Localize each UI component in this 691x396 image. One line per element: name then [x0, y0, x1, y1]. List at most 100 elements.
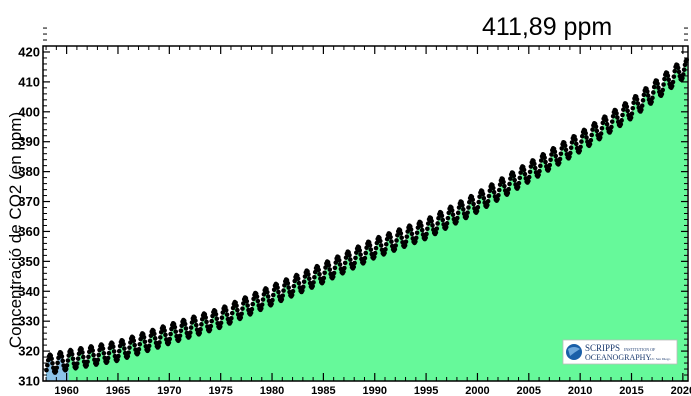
data-point: [178, 328, 184, 334]
data-point: [223, 308, 229, 313]
data-point: [639, 103, 645, 109]
data-point: [476, 199, 482, 205]
data-point: [408, 227, 414, 232]
data-point: [60, 358, 66, 364]
data-point: [600, 120, 606, 126]
y-tick-label: 350: [18, 254, 40, 269]
data-point: [455, 210, 461, 216]
logo-line2: OCEANOGRAPHY: [585, 353, 651, 362]
data-point: [495, 196, 500, 202]
data-point: [240, 306, 245, 311]
data-point: [363, 250, 369, 256]
data-point: [331, 270, 337, 276]
data-point: [456, 205, 462, 210]
data-point: [333, 260, 339, 265]
data-point: [204, 319, 209, 325]
data-point: [291, 283, 297, 289]
data-point: [372, 250, 378, 256]
data-point: [234, 303, 239, 309]
data-point: [659, 91, 665, 97]
data-point: [631, 100, 636, 106]
data-point: [148, 333, 154, 339]
data-point: [117, 343, 123, 349]
data-point: [347, 252, 352, 258]
data-point: [310, 283, 315, 289]
data-point: [229, 310, 235, 316]
data-point: [193, 322, 199, 328]
data-point: [45, 357, 51, 363]
data-point: [394, 238, 399, 243]
data-point: [430, 223, 435, 228]
data-point: [629, 111, 635, 116]
x-tick-label: 1975: [208, 385, 232, 396]
data-point: [158, 330, 164, 335]
data-point: [70, 356, 76, 362]
data-point: [665, 73, 671, 79]
data-point: [419, 227, 425, 233]
data-point: [147, 338, 153, 344]
data-point: [568, 150, 573, 156]
data-point: [330, 274, 336, 280]
data-point: [409, 231, 415, 237]
data-point: [187, 330, 193, 335]
data-point: [64, 363, 70, 368]
data-point: [357, 248, 363, 253]
data-point: [548, 157, 553, 163]
x-tick-label: 1965: [106, 385, 130, 396]
data-point: [624, 104, 630, 110]
data-point: [142, 339, 148, 345]
data-point: [556, 160, 562, 166]
data-point: [122, 346, 127, 351]
x-tick-label: 2015: [619, 385, 643, 396]
data-point: [137, 341, 143, 347]
data-point: [506, 186, 511, 192]
data-point: [177, 333, 183, 339]
data-point: [260, 297, 266, 302]
data-point: [228, 319, 233, 325]
data-point: [398, 231, 404, 236]
data-point: [259, 306, 264, 311]
data-point: [301, 279, 307, 285]
data-point: [71, 361, 77, 366]
data-point: [197, 330, 202, 336]
data-point: [166, 340, 172, 345]
data-point: [604, 121, 610, 127]
data-point: [85, 359, 90, 365]
data-point: [136, 346, 142, 352]
data-point: [645, 93, 651, 98]
data-point: [217, 324, 223, 329]
data-point: [116, 348, 122, 354]
data-point: [45, 362, 50, 368]
data-point: [250, 301, 256, 307]
data-point: [157, 340, 162, 345]
data-point: [300, 288, 305, 293]
x-tick-label: 1995: [414, 385, 438, 396]
data-point: [443, 224, 449, 230]
data-point: [475, 205, 481, 210]
y-tick-label: 370: [18, 194, 40, 209]
data-point: [389, 239, 394, 244]
data-point: [377, 238, 383, 244]
data-point: [74, 364, 79, 370]
data-point: [127, 345, 132, 350]
data-point: [326, 262, 332, 268]
data-point: [254, 294, 260, 299]
data-point: [271, 292, 276, 298]
data-point: [248, 310, 254, 316]
data-point: [680, 75, 685, 81]
data-point: [384, 236, 390, 242]
data-point: [292, 278, 298, 284]
data-point: [249, 306, 255, 312]
data-point: [321, 275, 327, 281]
data-point: [639, 107, 644, 113]
data-point: [245, 303, 250, 308]
data-point: [599, 126, 605, 131]
data-point: [477, 194, 482, 200]
data-point: [481, 195, 487, 201]
data-point: [332, 265, 338, 271]
data-point: [69, 351, 75, 357]
data-point: [527, 169, 533, 175]
data-point: [218, 320, 224, 326]
data-point: [169, 326, 174, 332]
data-point: [167, 336, 173, 342]
